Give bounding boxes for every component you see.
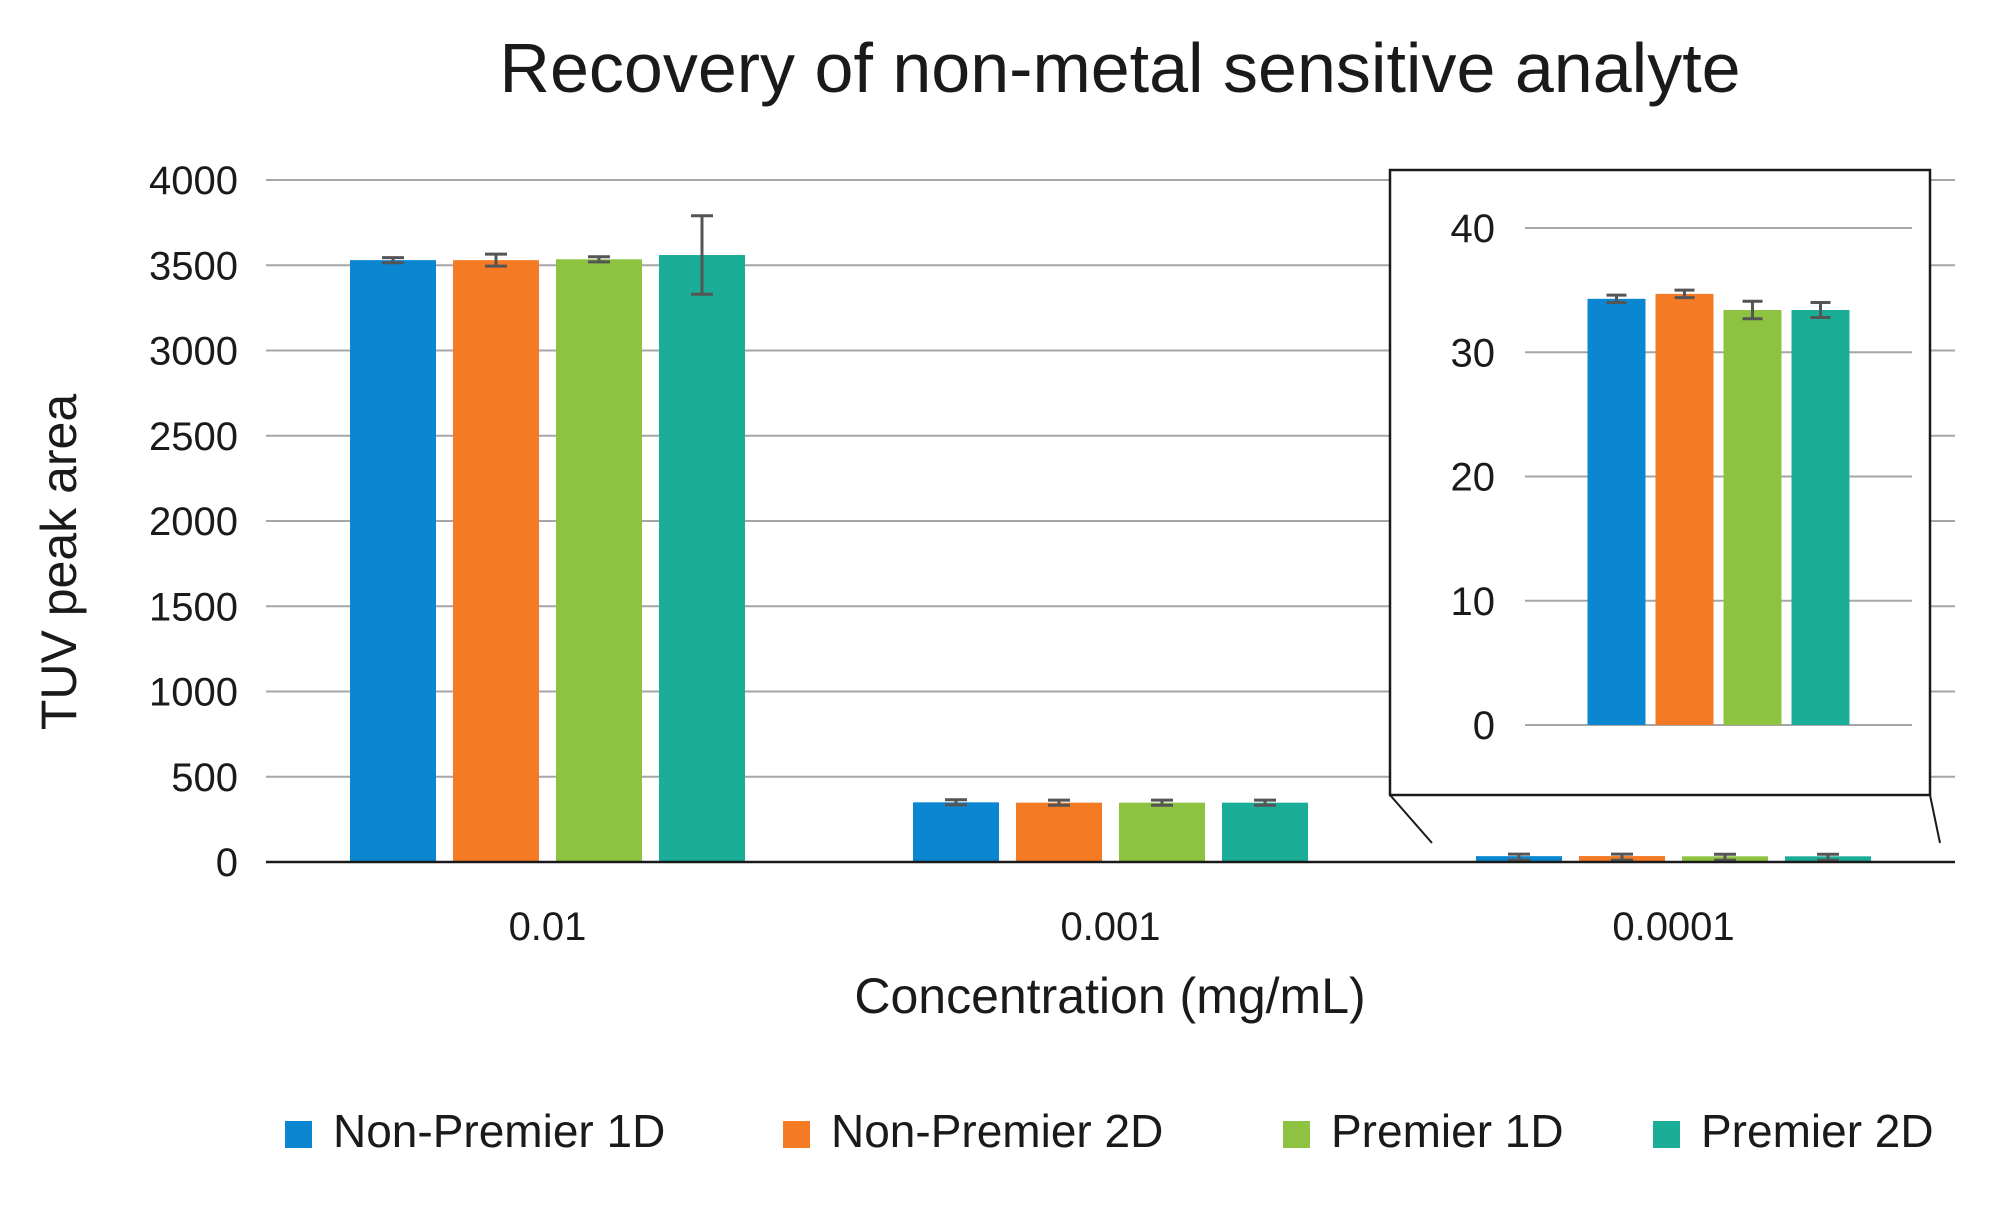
y-tick-label: 4000 <box>149 159 238 203</box>
legend-swatch <box>285 1121 312 1148</box>
grid-lines <box>266 179 1955 778</box>
y-tick-label: 2500 <box>149 415 238 459</box>
bar <box>913 802 999 862</box>
legend-item: Premier 2D <box>1653 1105 1934 1157</box>
inset-connector <box>1929 794 1941 844</box>
legend-item: Premier 1D <box>1283 1105 1564 1157</box>
legend-item: Non-Premier 2D <box>783 1105 1163 1157</box>
inset-bar <box>1791 310 1850 725</box>
bar <box>659 255 745 862</box>
y-tick-label: 1500 <box>149 585 238 629</box>
legend-label: Premier 2D <box>1701 1105 1934 1157</box>
y-tick-label: 2000 <box>149 500 238 544</box>
y-tick-label: 0 <box>216 841 238 885</box>
error-bar <box>1508 852 1530 862</box>
bar <box>350 260 436 862</box>
chart-title: Recovery of non-metal sensitive analyte <box>499 29 1740 107</box>
inset-bar <box>1655 293 1714 725</box>
inset-zoom-panel: 0 10 20 30 40 <box>1388 168 1941 844</box>
y-tick-label: 1000 <box>149 671 238 715</box>
inset-connector <box>1389 794 1433 844</box>
axes: 0 500 1000 1500 2000 2500 3000 3500 4000 0.01 0.00… <box>149 159 1955 949</box>
bar <box>1016 802 1102 862</box>
bar <box>556 259 642 863</box>
x-axis-label: Concentration (mg/mL) <box>854 968 1365 1024</box>
inset-y-tick-label: 10 <box>1451 580 1496 624</box>
legend-label: Non-Premier 2D <box>831 1105 1163 1157</box>
legend-label: Non-Premier 1D <box>333 1105 665 1157</box>
inset-error-bar <box>1810 301 1831 319</box>
error-bar <box>691 214 713 296</box>
inset-error-bar <box>1674 288 1695 300</box>
y-tick-label: 3000 <box>149 330 238 374</box>
error-bar <box>588 255 610 264</box>
error-bar <box>382 256 404 265</box>
y-axis-label: TUV peak area <box>31 394 87 730</box>
inset-bar <box>1587 298 1646 725</box>
legend-swatch <box>1283 1121 1310 1148</box>
error-bar <box>1611 852 1633 862</box>
inset-error-bar <box>1606 293 1627 305</box>
legend-swatch <box>783 1121 810 1148</box>
legend-swatch <box>1653 1121 1680 1148</box>
bar <box>1119 802 1205 862</box>
error-bar <box>1254 798 1276 807</box>
y-tick-label: 3500 <box>149 244 238 288</box>
inset-error-bar <box>1742 299 1763 321</box>
x-tick-label: 0.01 <box>509 905 587 949</box>
inset-y-tick-label: 40 <box>1451 207 1496 251</box>
x-tick-label: 0.0001 <box>1612 905 1734 949</box>
error-bar <box>1817 852 1839 862</box>
inset-y-tick-label: 0 <box>1473 704 1495 748</box>
error-bar <box>1714 852 1736 862</box>
error-bar <box>945 798 967 807</box>
bars <box>350 214 1871 863</box>
error-bar <box>1048 798 1070 807</box>
inset-bar <box>1723 310 1782 725</box>
x-tick-label: 0.001 <box>1060 905 1160 949</box>
bar <box>453 260 539 862</box>
legend: Non-Premier 1D Non-Premier 2D Premier 1D Pr… <box>285 1105 1934 1157</box>
inset-y-tick-label: 20 <box>1451 456 1496 500</box>
error-bar <box>485 252 507 268</box>
bar <box>1222 802 1308 862</box>
inset-y-tick-label: 30 <box>1451 331 1496 375</box>
legend-label: Premier 1D <box>1331 1105 1564 1157</box>
y-tick-label: 500 <box>171 756 238 800</box>
legend-item: Non-Premier 1D <box>285 1105 665 1157</box>
error-bar <box>1151 798 1173 807</box>
